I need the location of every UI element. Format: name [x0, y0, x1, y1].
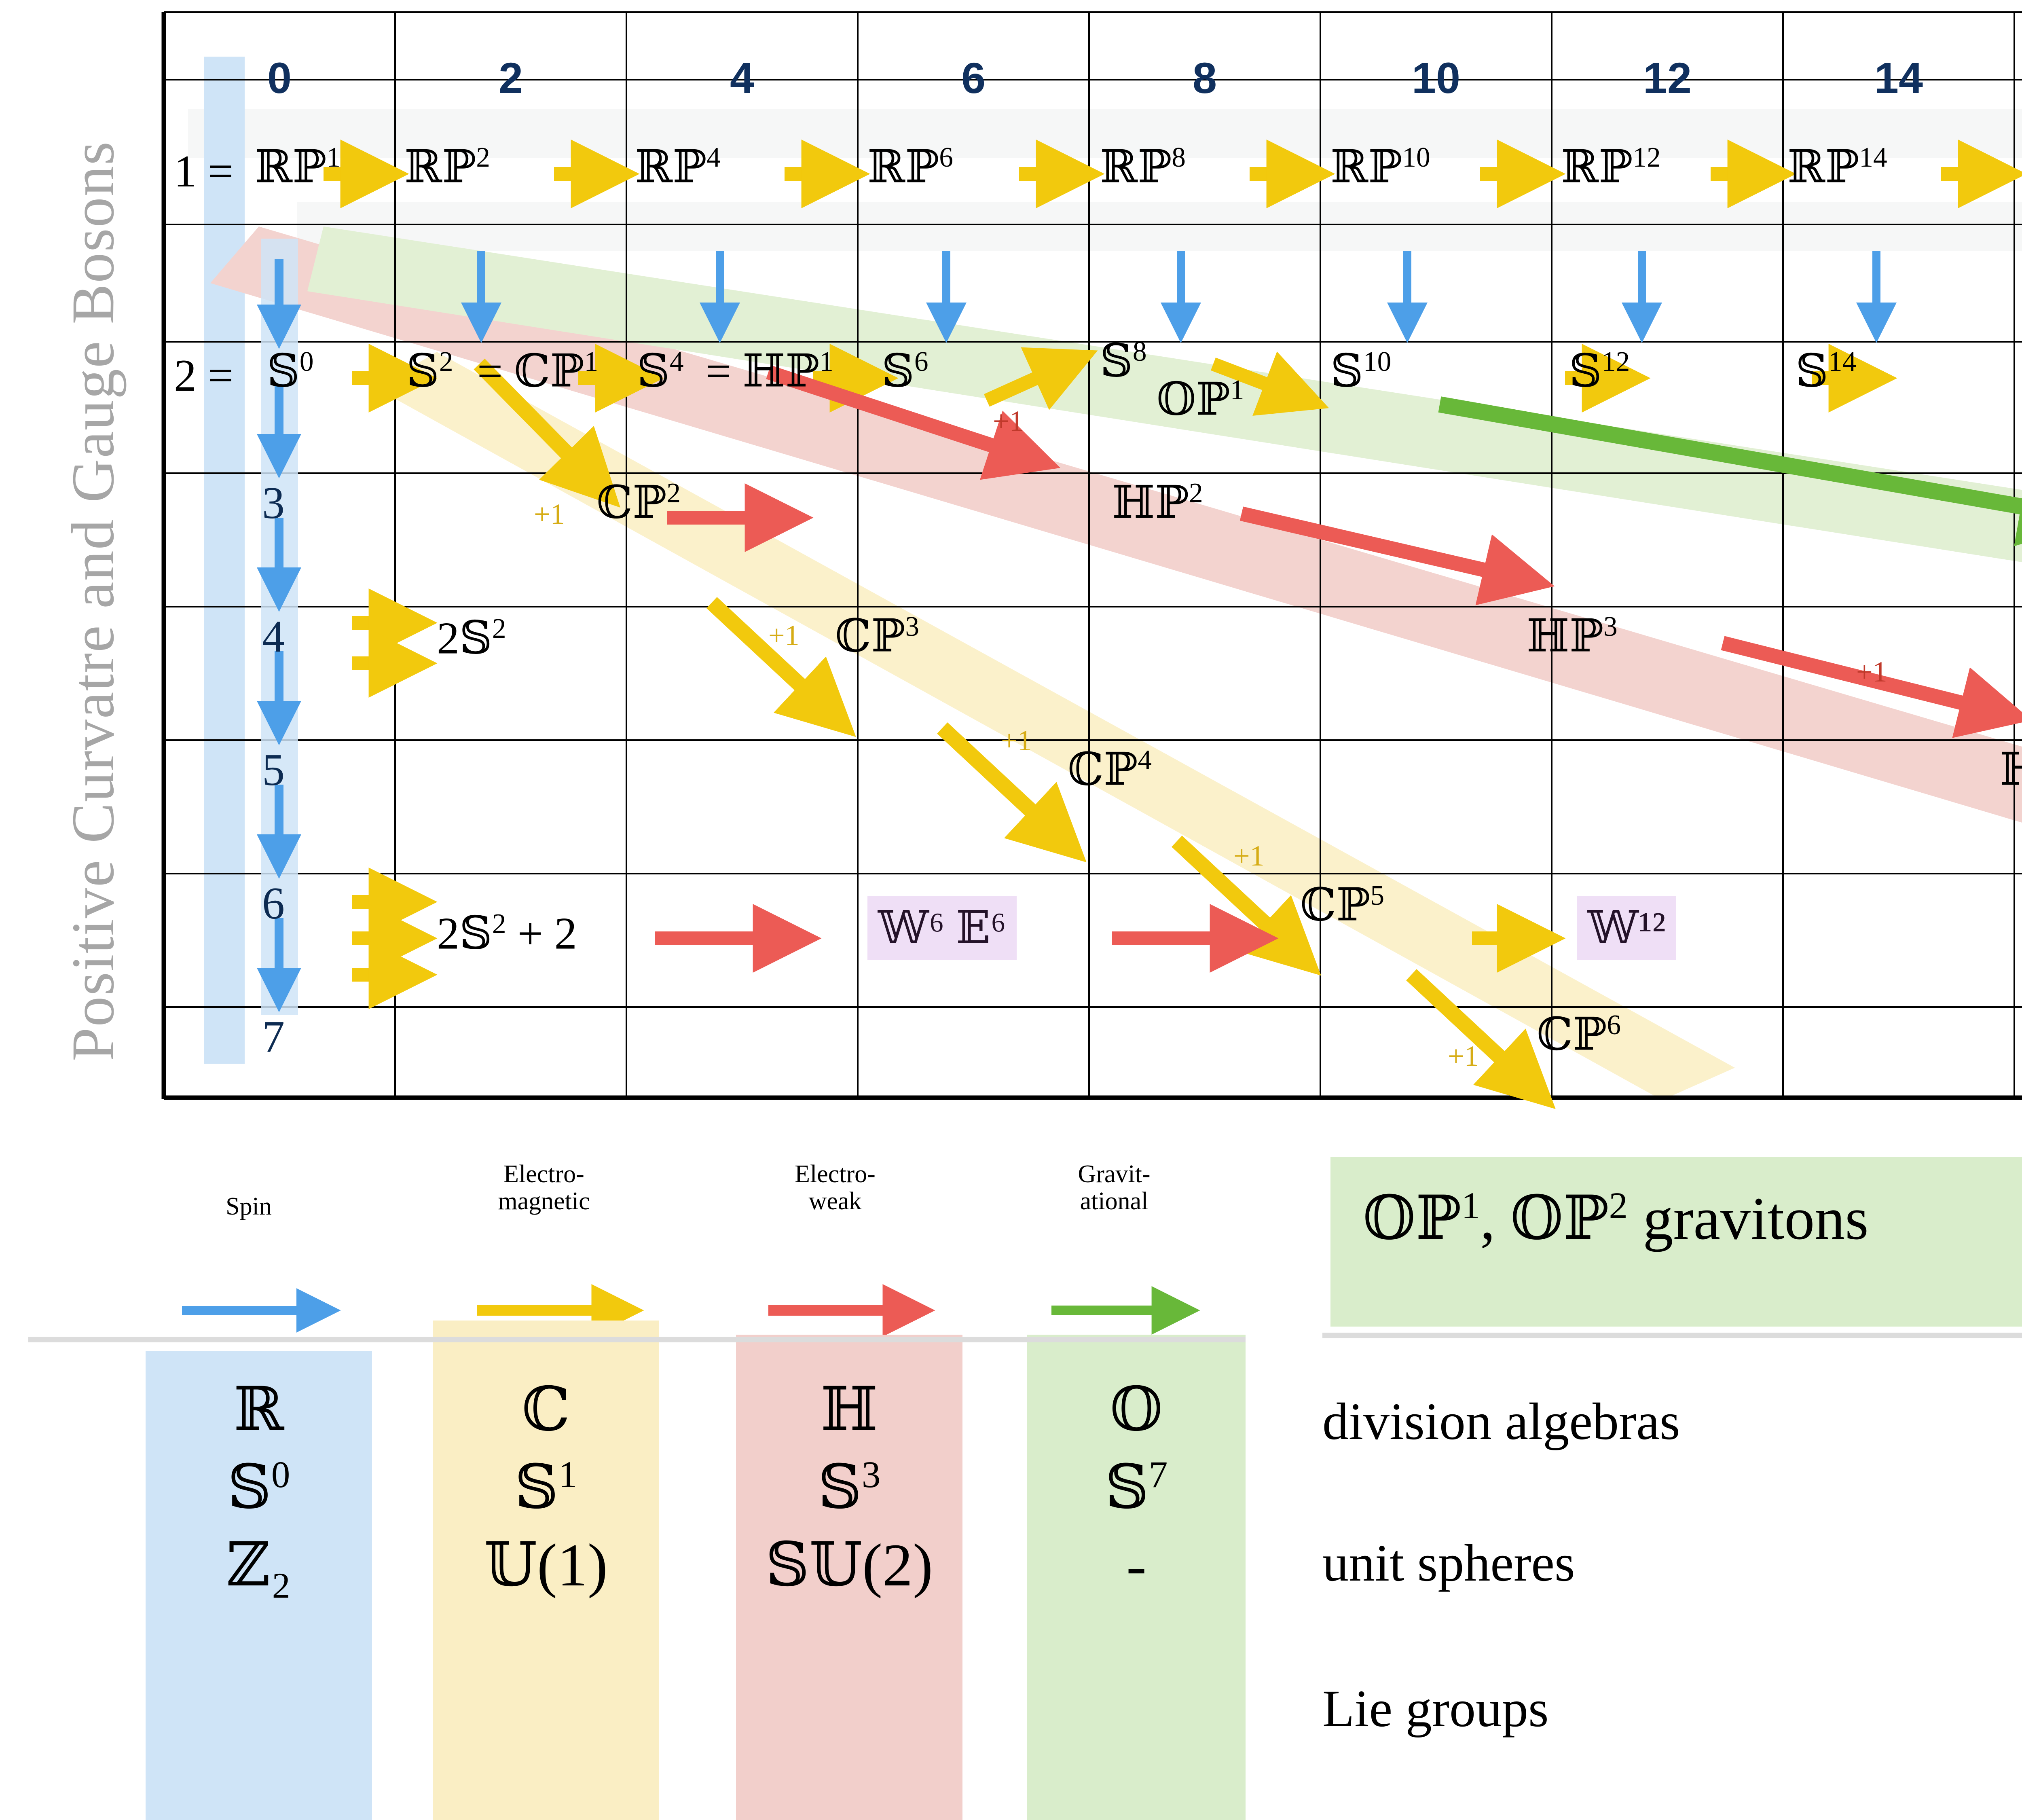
cell-rp1: ℝℙ1: [255, 144, 341, 190]
cell-2s2plus2: 2𝕊2 + 2: [437, 908, 577, 959]
legend-grav-label: Gravit- ational: [1078, 1160, 1151, 1215]
legend-algebra-H: ℍ 𝕊3 𝕊𝕌(2): [736, 1371, 962, 1604]
plus-one-cp4: +1: [1001, 724, 1032, 757]
row-label-1: 1 =: [174, 146, 234, 197]
column-header-6: 6: [961, 53, 986, 102]
cell-s8: 𝕊8: [1100, 336, 1147, 387]
group-SU2: 𝕊𝕌(2): [765, 1532, 933, 1599]
legend-band-R: [146, 1351, 372, 1820]
legend-algebra-R: ℝ 𝕊0 ℤ₂: [146, 1371, 372, 1604]
sphere-S0: 𝕊0: [227, 1454, 290, 1521]
cell-op1: 𝕆ℙ1: [1157, 375, 1244, 425]
cell-hp3: ℍℙ3: [1527, 611, 1618, 662]
cell-cp1-eq: = ℂℙ1: [477, 346, 599, 397]
sphere-S7: 𝕊7: [1105, 1454, 1168, 1521]
plus-one-cp2: +1: [534, 498, 565, 530]
cell-rp8: ℝℙ8: [1100, 142, 1186, 193]
box-w6e6: 𝕎⁶ 𝔼⁶: [867, 896, 1017, 960]
row1-stripe: [188, 109, 2022, 158]
legend-row-division-algebras: division algebras: [1322, 1393, 1680, 1451]
group-none: -: [1126, 1532, 1146, 1599]
column-header-2: 2: [498, 53, 523, 102]
cell-rp2: ℝℙ2: [404, 142, 491, 193]
cell-rp4: ℝℙ4: [635, 142, 721, 193]
row-label-3: 3: [262, 478, 285, 528]
row-label-2: 2 =: [174, 351, 234, 401]
cell-rp6: ℝℙ6: [867, 142, 954, 193]
cell-2s2: 2𝕊2: [437, 613, 506, 664]
group-U1: 𝕌(1): [484, 1532, 608, 1599]
cell-hp1-eq: = ℍℙ1: [706, 346, 833, 397]
cell-cp2: ℂℙ2: [596, 478, 681, 528]
column-header-10: 10: [1411, 53, 1461, 102]
row-label-5: 5: [262, 745, 285, 795]
legend-algebra-C: ℂ 𝕊1 𝕌(1): [433, 1371, 659, 1604]
legend-band-H: [736, 1335, 962, 1820]
cell-s12: 𝕊12: [1569, 346, 1630, 397]
symbol-H: ℍ: [821, 1376, 878, 1443]
column-header-14: 14: [1874, 53, 1923, 102]
legend-band-O: [1027, 1335, 1246, 1820]
legend-em-label: Electro- magnetic: [498, 1160, 590, 1215]
cell-rp14: ℝℙ14: [1787, 142, 1887, 193]
cell-rp10: ℝℙ10: [1330, 142, 1430, 193]
cell-cp6: ℂℙ6: [1537, 1009, 1621, 1060]
cell-s0: 𝕊0: [267, 346, 314, 397]
legend-band-C: [433, 1321, 659, 1820]
divider-right: [1322, 1333, 2022, 1338]
legend-row-lie-groups: Lie groups: [1322, 1680, 1549, 1738]
cell-cp3: ℂℙ3: [835, 611, 920, 662]
column-header-4: 4: [730, 53, 755, 102]
plus-one-hp2: +1: [993, 405, 1024, 437]
legend-ew-label: Electro- weak: [795, 1160, 876, 1215]
row2-stripe: [297, 202, 2022, 251]
symbol-C: ℂ: [522, 1376, 570, 1443]
legend-row-unit-spheres: unit spheres: [1322, 1534, 1575, 1592]
row-label-6: 6: [262, 878, 285, 929]
cell-hp2: ℍℙ2: [1112, 478, 1203, 528]
symbol-O: 𝕆: [1110, 1376, 1163, 1443]
cell-s14: 𝕊14: [1796, 346, 1857, 397]
cell-s4: 𝕊4: [637, 346, 684, 397]
row-label-7: 7: [262, 1012, 285, 1062]
sphere-S3: 𝕊3: [818, 1454, 881, 1521]
legend-spin-label: Spin: [226, 1193, 272, 1220]
spin-column-band: [204, 57, 245, 1064]
sphere-S1: 𝕊1: [514, 1454, 577, 1521]
cell-hp4: ℍℙ4: [2000, 745, 2022, 795]
cell-rp1-base: ℝℙ: [255, 142, 327, 193]
cell-cp5: ℂℙ5: [1300, 880, 1385, 931]
plus-one-cp6: +1: [1448, 1040, 1479, 1072]
legend-algebra-O: 𝕆 𝕊7 -: [1027, 1371, 1246, 1604]
cell-s6: 𝕊6: [882, 346, 929, 397]
cell-cp4: ℂℙ4: [1068, 745, 1152, 795]
symbol-R: ℝ: [233, 1376, 284, 1443]
cell-rp12: ℝℙ12: [1561, 142, 1661, 193]
cell-s10: 𝕊10: [1330, 346, 1392, 397]
legend-gravitons: 𝕆ℙ1, 𝕆ℙ2 gravitons: [1363, 1185, 1869, 1252]
cell-s2: 𝕊2: [406, 346, 453, 397]
plus-one-cp5: +1: [1233, 840, 1265, 872]
column-header-16: 16: [2014, 53, 2022, 103]
column-header-0: 0: [267, 53, 292, 102]
row-label-4: 4: [262, 612, 285, 662]
plus-one-hp3: +1: [1856, 656, 1887, 688]
group-Z2: ℤ₂: [226, 1532, 292, 1599]
column-header-12: 12: [1643, 53, 1692, 102]
column-header-8: 8: [1192, 53, 1217, 102]
axis-title: Positive Curvatre and Gauge Bosons: [59, 140, 127, 1062]
cell-rp1-sup: 1: [326, 142, 341, 173]
plus-one-cp3: +1: [768, 619, 799, 652]
divider-left: [28, 1337, 1246, 1342]
legend-band-gravitons: [1330, 1157, 2022, 1327]
box-w12: 𝕎¹²: [1577, 896, 1676, 960]
